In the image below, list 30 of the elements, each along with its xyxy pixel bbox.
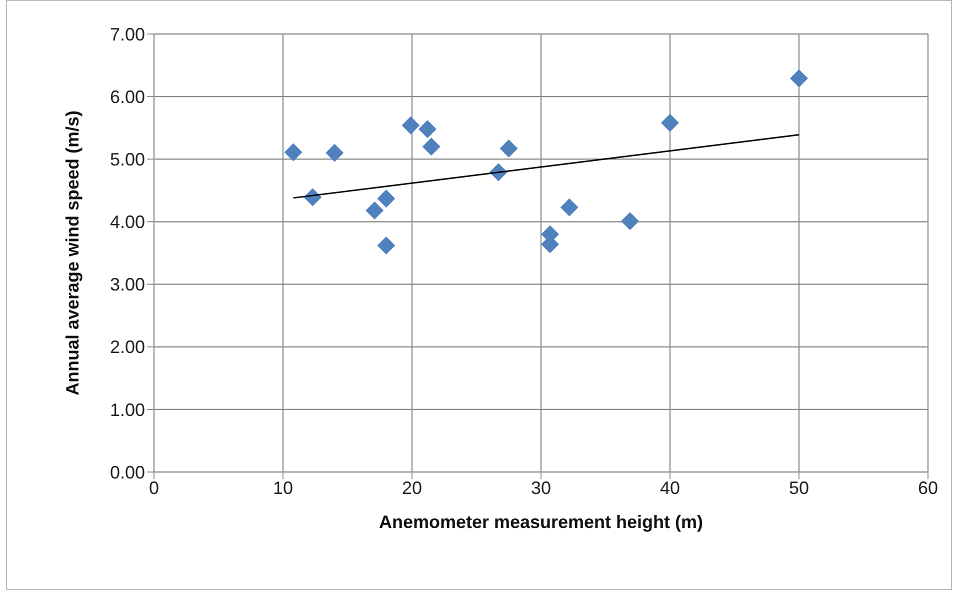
point bbox=[366, 201, 384, 220]
point bbox=[377, 236, 396, 254]
point bbox=[790, 69, 808, 88]
y-tick-label: 2.00 bbox=[110, 337, 145, 358]
x-tick-label: 50 bbox=[788, 478, 810, 498]
point bbox=[326, 144, 344, 162]
point bbox=[661, 114, 679, 132]
x-axis-title: Anemometer measurement height (m) bbox=[378, 512, 704, 532]
y-tick-label: 6.00 bbox=[110, 86, 145, 107]
y-tick-label: 3.00 bbox=[110, 274, 145, 295]
x-tick-label: 40 bbox=[660, 478, 680, 498]
x-tick-label: 20 bbox=[402, 478, 422, 498]
y-tick-label: 7.00 bbox=[110, 24, 145, 44]
x-tick-label: 0 bbox=[148, 478, 160, 498]
y-tick-label: 1.00 bbox=[110, 400, 145, 420]
y-axis-title: Annual average wind speed (m/s) bbox=[62, 110, 82, 396]
x-tick-label: 60 bbox=[918, 478, 938, 498]
x-tick-label: 30 bbox=[530, 478, 552, 498]
point bbox=[560, 198, 578, 216]
point bbox=[402, 116, 420, 134]
point bbox=[500, 140, 518, 158]
y-tick-label: 4.00 bbox=[110, 212, 145, 232]
point bbox=[418, 120, 436, 138]
point bbox=[377, 190, 396, 208]
point bbox=[621, 212, 640, 230]
x-tick-label: 10 bbox=[272, 478, 294, 498]
y-tick-label: 5.00 bbox=[110, 150, 145, 170]
y-tick-label: 0.00 bbox=[110, 462, 145, 482]
point bbox=[422, 138, 440, 156]
point bbox=[284, 143, 302, 162]
